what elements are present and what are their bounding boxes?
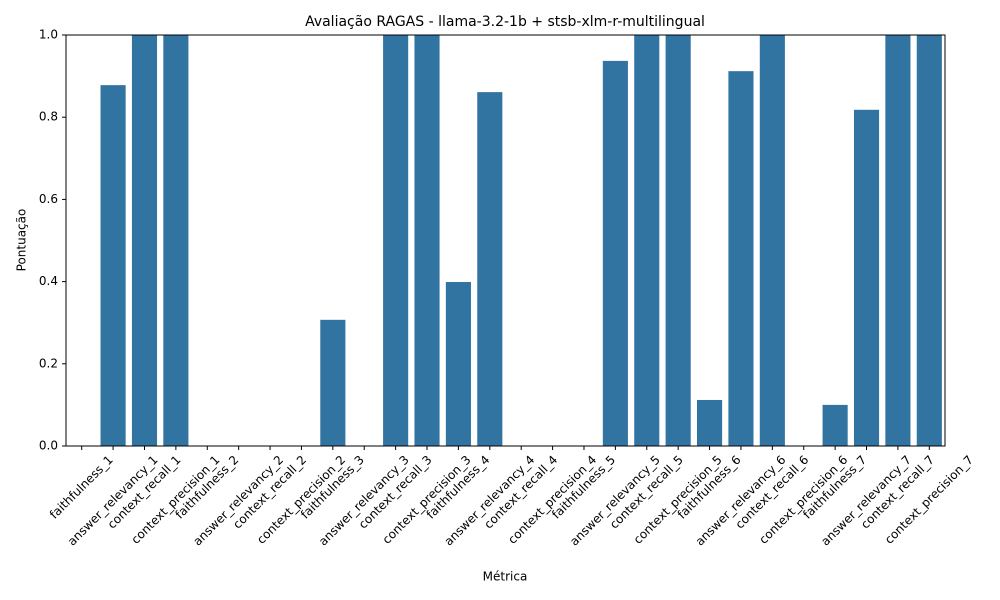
bar bbox=[728, 71, 754, 446]
bar bbox=[885, 35, 911, 446]
bar bbox=[383, 35, 409, 446]
bar bbox=[163, 35, 189, 446]
bar bbox=[100, 85, 126, 446]
bar bbox=[602, 60, 628, 446]
y-tick-label: 0.0 bbox=[39, 439, 58, 453]
y-tick-label: 1.0 bbox=[39, 28, 58, 42]
bar bbox=[696, 399, 723, 446]
y-tick-label: 0.8 bbox=[39, 110, 58, 124]
bar bbox=[853, 109, 880, 446]
bar bbox=[414, 35, 440, 446]
bar bbox=[131, 35, 158, 446]
y-axis-label: Pontuação bbox=[15, 209, 29, 272]
bar bbox=[445, 282, 471, 446]
axes-frame bbox=[65, 34, 946, 447]
bar bbox=[477, 92, 503, 446]
y-tick-label: 0.4 bbox=[39, 274, 58, 288]
y-tick-label: 0.2 bbox=[39, 356, 58, 370]
bar bbox=[822, 404, 848, 446]
x-axis-label: Métrica bbox=[483, 570, 528, 584]
y-tick-label: 0.6 bbox=[39, 192, 58, 206]
bar bbox=[759, 35, 785, 446]
bar bbox=[320, 319, 346, 446]
chart-title: Avaliação RAGAS - llama-3.2-1b + stsb-xl… bbox=[305, 14, 705, 30]
bar bbox=[665, 35, 691, 446]
bar bbox=[634, 35, 660, 446]
bar bbox=[916, 35, 942, 446]
